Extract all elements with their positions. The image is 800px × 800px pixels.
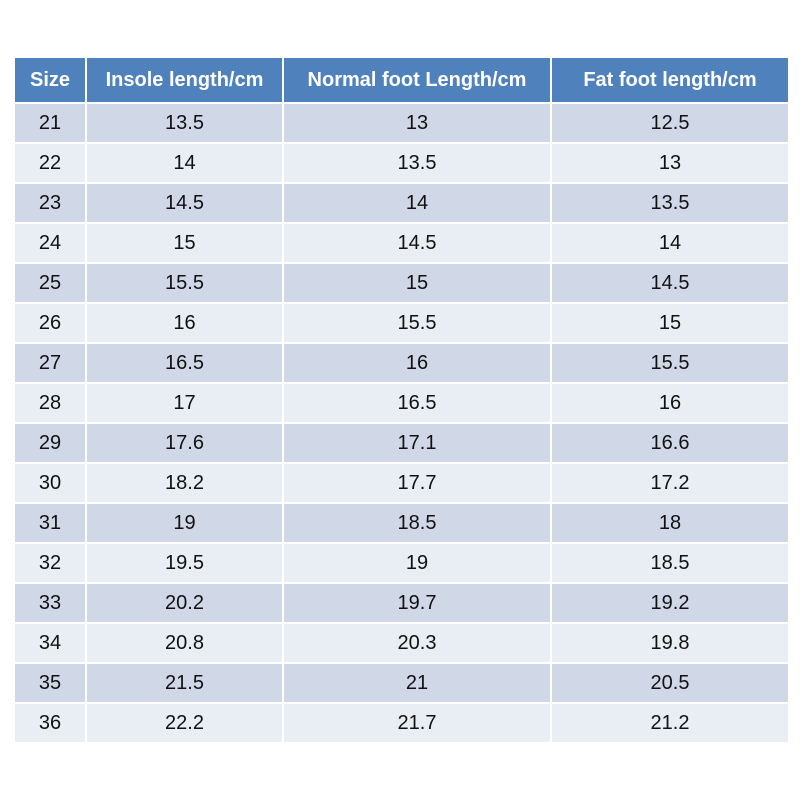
table-cell: 31	[15, 504, 85, 542]
table-cell: 17	[87, 384, 282, 422]
table-row: 22 14 13.5 13	[15, 144, 788, 182]
table-cell: 22.2	[87, 704, 282, 742]
table-cell: 21.5	[87, 664, 282, 702]
table-cell: 32	[15, 544, 85, 582]
table-cell: 21	[15, 104, 85, 142]
table-cell: 14.5	[87, 184, 282, 222]
header-row: Size Insole length/cm Normal foot Length/c…	[15, 58, 788, 102]
table-cell: 23	[15, 184, 85, 222]
table-row: 30 18.2 17.7 17.2	[15, 464, 788, 502]
table-cell: 13.5	[552, 184, 788, 222]
table-cell: 14.5	[284, 224, 550, 262]
table-cell: 12.5	[552, 104, 788, 142]
table-cell: 20.8	[87, 624, 282, 662]
table-cell: 33	[15, 584, 85, 622]
table-row: 23 14.5 14 13.5	[15, 184, 788, 222]
table-cell: 18.2	[87, 464, 282, 502]
table-cell: 20.3	[284, 624, 550, 662]
table-cell: 14	[552, 224, 788, 262]
table-cell: 19.7	[284, 584, 550, 622]
table-row: 32 19.5 19 18.5	[15, 544, 788, 582]
table-cell: 13	[284, 104, 550, 142]
table-cell: 19.8	[552, 624, 788, 662]
table-cell: 18.5	[284, 504, 550, 542]
table-cell: 20.2	[87, 584, 282, 622]
table-row: 25 15.5 15 14.5	[15, 264, 788, 302]
table-cell: 16.5	[87, 344, 282, 382]
table-cell: 16	[552, 384, 788, 422]
size-chart: Size Insole length/cm Normal foot Length/c…	[13, 56, 790, 744]
table-cell: 27	[15, 344, 85, 382]
table-row: 33 20.2 19.7 19.2	[15, 584, 788, 622]
table-cell: 13	[552, 144, 788, 182]
table-cell: 13.5	[284, 144, 550, 182]
table-cell: 15	[284, 264, 550, 302]
table-cell: 17.7	[284, 464, 550, 502]
table-row: 21 13.5 13 12.5	[15, 104, 788, 142]
table-row: 31 19 18.5 18	[15, 504, 788, 542]
table-cell: 22	[15, 144, 85, 182]
table-cell: 17.6	[87, 424, 282, 462]
table-cell: 17.1	[284, 424, 550, 462]
table-cell: 16.5	[284, 384, 550, 422]
table-cell: 17.2	[552, 464, 788, 502]
table-cell: 14	[87, 144, 282, 182]
header-cell: Size	[15, 58, 85, 102]
table-cell: 19.5	[87, 544, 282, 582]
table-cell: 15	[552, 304, 788, 342]
table-cell: 34	[15, 624, 85, 662]
table-cell: 18.5	[552, 544, 788, 582]
table-cell: 21.7	[284, 704, 550, 742]
table-cell: 13.5	[87, 104, 282, 142]
header-cell: Normal foot Length/cm	[284, 58, 550, 102]
table-cell: 15.5	[284, 304, 550, 342]
table-cell: 36	[15, 704, 85, 742]
table-cell: 18	[552, 504, 788, 542]
table-cell: 16.6	[552, 424, 788, 462]
table-cell: 26	[15, 304, 85, 342]
table-cell: 21.2	[552, 704, 788, 742]
header-cell: Insole length/cm	[87, 58, 282, 102]
table-cell: 14	[284, 184, 550, 222]
table-cell: 29	[15, 424, 85, 462]
table-row: 35 21.5 21 20.5	[15, 664, 788, 702]
table-cell: 16	[284, 344, 550, 382]
table-cell: 16	[87, 304, 282, 342]
table-row: 28 17 16.5 16	[15, 384, 788, 422]
table-row: 29 17.6 17.1 16.6	[15, 424, 788, 462]
table-row: 36 22.2 21.7 21.2	[15, 704, 788, 742]
table-cell: 19	[284, 544, 550, 582]
table-cell: 20.5	[552, 664, 788, 702]
table-row: 26 16 15.5 15	[15, 304, 788, 342]
table-cell: 30	[15, 464, 85, 502]
table-row: 27 16.5 16 15.5	[15, 344, 788, 382]
table-cell: 15	[87, 224, 282, 262]
header-cell: Fat foot length/cm	[552, 58, 788, 102]
table-cell: 19.2	[552, 584, 788, 622]
table-row: 24 15 14.5 14	[15, 224, 788, 262]
table-cell: 19	[87, 504, 282, 542]
table-cell: 35	[15, 664, 85, 702]
table-cell: 15.5	[552, 344, 788, 382]
table-cell: 24	[15, 224, 85, 262]
table-cell: 28	[15, 384, 85, 422]
table-cell: 21	[284, 664, 550, 702]
table-cell: 14.5	[552, 264, 788, 302]
size-table: Size Insole length/cm Normal foot Length/c…	[13, 56, 790, 744]
table-cell: 15.5	[87, 264, 282, 302]
table-cell: 25	[15, 264, 85, 302]
table-row: 34 20.8 20.3 19.8	[15, 624, 788, 662]
